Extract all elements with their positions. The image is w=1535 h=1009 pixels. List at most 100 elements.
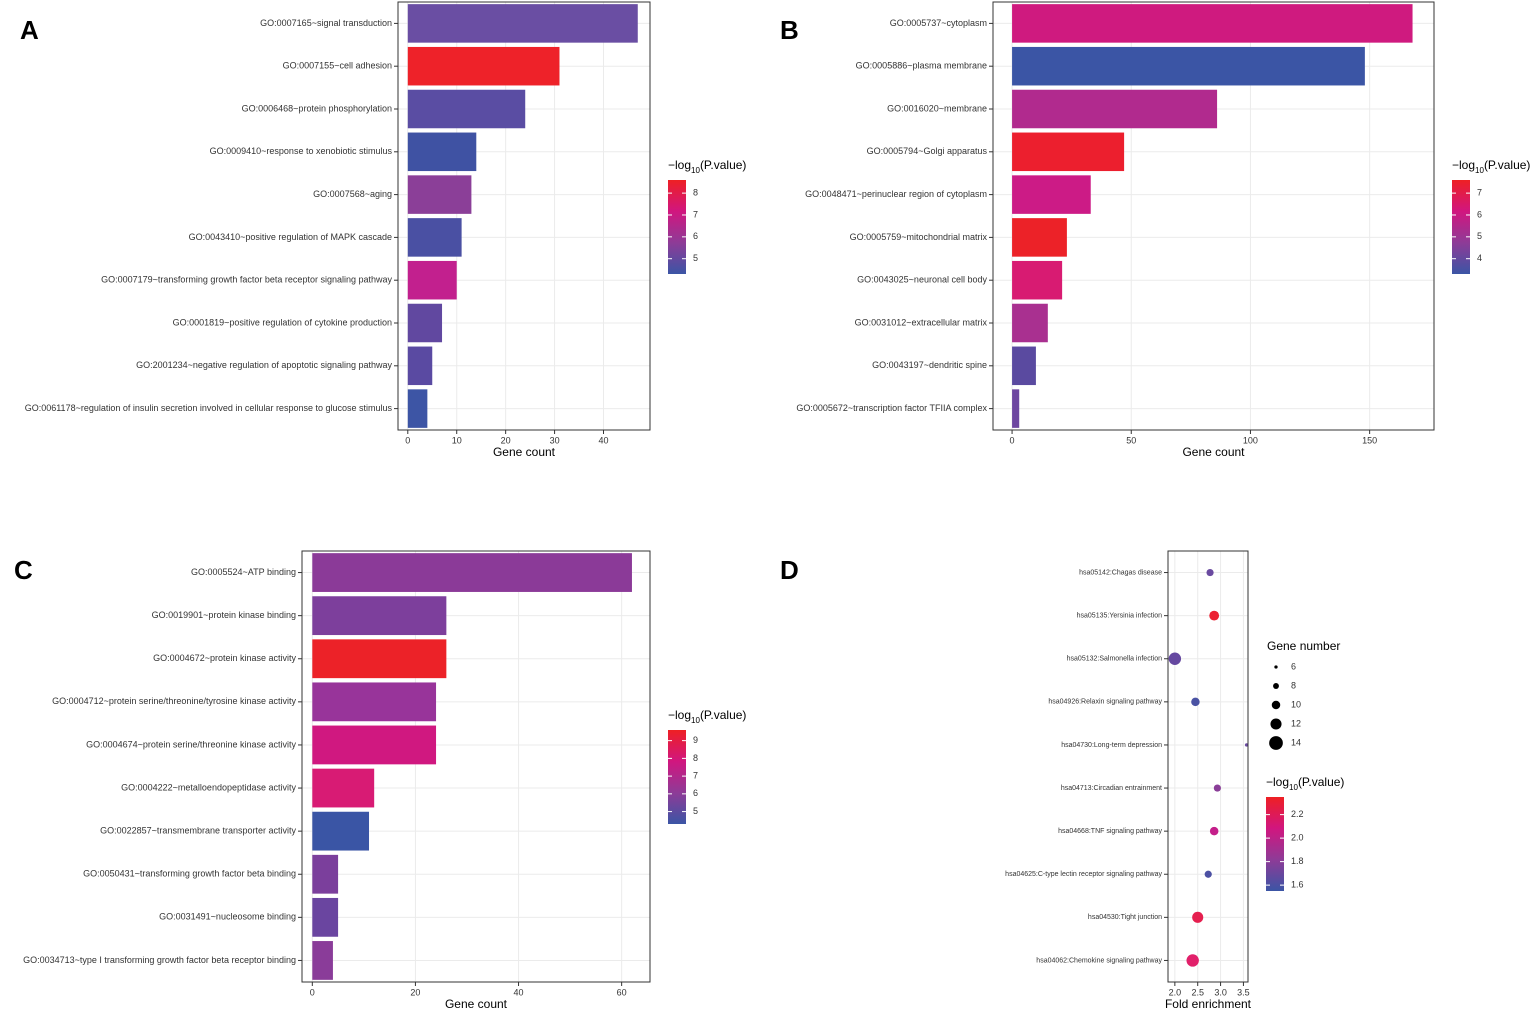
- colorbar-tick-label: 7: [1477, 187, 1482, 197]
- x-tick-label: 40: [599, 435, 609, 445]
- bar: [1012, 346, 1036, 386]
- size-legend-label: 6: [1291, 661, 1296, 671]
- y-tick-label: GO:0004712~protein serine/threonine/tyro…: [52, 696, 296, 706]
- bar: [312, 854, 339, 894]
- plot-border: [1167, 550, 1249, 983]
- bar: [407, 260, 457, 300]
- panel-label: B: [780, 15, 799, 45]
- bar: [1012, 46, 1365, 86]
- y-tick-label: GO:0043410~positive regulation of MAPK c…: [189, 232, 392, 242]
- bar: [1012, 260, 1063, 300]
- y-tick-label: GO:0048471~perinuclear region of cytopla…: [805, 189, 987, 199]
- y-tick-label: GO:0007165~signal transduction: [260, 18, 392, 28]
- x-tick-label: 2.0: [1169, 987, 1182, 997]
- colorbar-tick-label: 6: [1477, 209, 1482, 219]
- y-tick-label: hsa04530:Tight junction: [1088, 914, 1162, 921]
- colorbar: [668, 730, 686, 824]
- bar: [407, 175, 472, 214]
- y-tick-label: GO:0031491~nucleosome binding: [159, 912, 296, 922]
- x-tick-label: 20: [501, 435, 511, 445]
- bar: [407, 132, 477, 172]
- colorbar-title-part: (P.value): [700, 708, 746, 722]
- size-legend-dot: [1269, 736, 1283, 750]
- x-tick-label: 60: [617, 987, 627, 997]
- dot: [1209, 610, 1220, 621]
- x-tick-label: 2.5: [1191, 987, 1204, 997]
- y-tick-label: GO:0007568~aging: [313, 189, 392, 199]
- y-tick-label: GO:0022857~transmembrane transporter act…: [100, 826, 296, 836]
- colorbar-title-part: 10: [1475, 166, 1484, 175]
- colorbar-title-part: 10: [1289, 783, 1298, 792]
- colorbar-title-part: −log: [1266, 775, 1289, 789]
- dot: [1209, 826, 1219, 836]
- y-tick-label: GO:0019901~protein kinase binding: [152, 610, 296, 620]
- y-tick-label: GO:0034713~type I transforming growth fa…: [23, 955, 296, 965]
- colorbar-title: −log10(P.value): [668, 158, 746, 174]
- x-tick-label: 40: [514, 987, 524, 997]
- size-legend-dot: [1273, 683, 1279, 689]
- colorbar-tick-label: 4: [1477, 253, 1482, 263]
- y-tick-label: GO:0004222~metalloendopeptidase activity: [121, 782, 296, 792]
- bar: [407, 218, 462, 257]
- bar: [1012, 389, 1020, 428]
- y-tick-label: GO:0004672~protein kinase activity: [153, 653, 296, 663]
- x-tick-label: 0: [310, 987, 315, 997]
- y-tick-label: GO:0005759~mitochondrial matrix: [850, 232, 988, 242]
- dot: [1192, 911, 1204, 923]
- x-tick-label: 10: [452, 435, 462, 445]
- colorbar-title: −log10(P.value): [668, 708, 746, 724]
- bar: [407, 89, 526, 129]
- colorbar: [1452, 180, 1470, 274]
- colorbar-title-part: −log: [668, 158, 691, 172]
- y-tick-label: hsa04730:Long-term depression: [1061, 742, 1162, 749]
- y-tick-label: hsa05135:Yersinia infection: [1077, 612, 1162, 619]
- colorbar-tick-label: 7: [693, 209, 698, 219]
- colorbar-title-part: 10: [691, 166, 700, 175]
- y-tick-label: GO:0050431~transforming growth factor be…: [83, 869, 296, 879]
- dot: [1213, 784, 1221, 792]
- x-axis-title: Gene count: [1182, 445, 1245, 459]
- colorbar-tick-label: 5: [693, 806, 698, 816]
- x-tick-label: 3.0: [1214, 987, 1227, 997]
- y-tick-label: hsa05142:Chagas disease: [1079, 569, 1162, 576]
- size-legend-title: Gene number: [1267, 639, 1340, 653]
- dot: [1168, 652, 1182, 665]
- colorbar-title-part: −log: [668, 708, 691, 722]
- colorbar-tick-label: 7: [693, 770, 698, 780]
- colorbar-tick-label: 8: [693, 187, 698, 197]
- y-tick-label: GO:0007179~transforming growth factor be…: [101, 275, 392, 285]
- x-axis-title: Gene count: [445, 997, 508, 1009]
- colorbar-title: −log10(P.value): [1452, 158, 1530, 174]
- dot: [1186, 954, 1199, 967]
- colorbar-title-part: (P.value): [1298, 775, 1344, 789]
- colorbar-tick-label: 8: [693, 753, 698, 763]
- size-legend-dot: [1271, 700, 1281, 710]
- y-tick-label: GO:0005737~cytoplasm: [890, 18, 987, 28]
- size-legend-dot: [1274, 665, 1278, 669]
- bar: [312, 768, 375, 808]
- x-tick-label: 3.5: [1237, 987, 1250, 997]
- colorbar-tick-label: 2.0: [1291, 833, 1304, 843]
- x-tick-label: 30: [550, 435, 560, 445]
- colorbar-tick-label: 5: [1477, 231, 1482, 241]
- bar: [1012, 303, 1048, 343]
- bar: [407, 4, 638, 43]
- size-legend-dot: [1270, 718, 1282, 730]
- dot: [1206, 568, 1214, 577]
- colorbar-tick-label: 6: [693, 788, 698, 798]
- plot-border: [992, 1, 1435, 431]
- y-tick-label: GO:0016020~membrane: [887, 103, 987, 113]
- panel-label: D: [780, 555, 799, 585]
- y-tick-label: hsa04062:Chemokine signaling pathway: [1036, 957, 1162, 964]
- dot: [1244, 743, 1249, 747]
- size-legend-label: 10: [1291, 699, 1301, 709]
- x-tick-label: 0: [405, 435, 410, 445]
- y-tick-label: GO:2001234~negative regulation of apopto…: [136, 360, 392, 370]
- bar: [312, 682, 437, 722]
- bar: [407, 46, 560, 86]
- colorbar-title-part: 10: [691, 716, 700, 725]
- bar: [1012, 218, 1067, 257]
- size-legend-label: 12: [1291, 718, 1301, 728]
- y-tick-label: GO:0005794~Golgi apparatus: [867, 146, 988, 156]
